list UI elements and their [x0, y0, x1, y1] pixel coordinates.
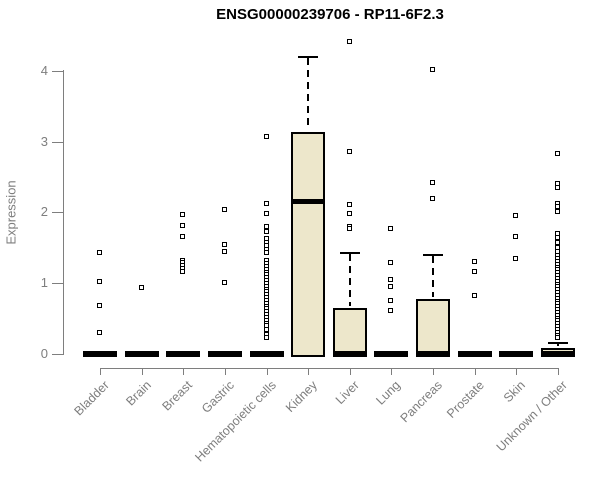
outlier-point — [346, 226, 352, 232]
outlier-point — [138, 285, 144, 291]
outlier-point — [263, 250, 269, 256]
whisker-cap — [298, 55, 319, 58]
outlier-point — [180, 234, 186, 240]
outlier-point — [388, 226, 394, 232]
outlier-point — [388, 284, 394, 290]
outlier-point — [263, 326, 269, 332]
outlier-point — [263, 200, 269, 206]
outlier-point — [221, 280, 227, 286]
outlier-point — [263, 134, 269, 140]
y-axis-tick — [52, 212, 63, 214]
outlier-point — [221, 241, 227, 247]
y-axis-label: Expression — [3, 180, 19, 245]
box-rect — [291, 131, 326, 357]
outlier-point — [180, 222, 186, 228]
x-axis-tick — [224, 368, 226, 375]
outlier-point — [221, 249, 227, 255]
outlier-point — [263, 335, 269, 341]
whisker-line — [348, 254, 351, 306]
outlier-point — [513, 256, 519, 262]
y-tick-label: 3 — [40, 133, 48, 149]
box-zero-bar — [166, 351, 201, 357]
x-axis-tick — [141, 368, 143, 375]
outlier-point — [346, 210, 352, 216]
outlier-point — [554, 335, 560, 341]
x-axis-tick — [100, 368, 101, 375]
median-line — [291, 199, 326, 205]
outlier-point — [471, 268, 477, 274]
outlier-point — [513, 212, 519, 218]
box-zero-bar — [457, 351, 492, 357]
outlier-point — [221, 207, 227, 213]
outlier-point — [471, 258, 477, 264]
whisker-line — [432, 256, 435, 298]
box-rect — [332, 307, 367, 357]
whisker-cap — [339, 252, 360, 255]
outlier-point — [263, 210, 269, 216]
y-axis-tick — [52, 141, 63, 143]
outlier-point — [97, 278, 102, 284]
y-tick-label: 2 — [40, 204, 48, 220]
box-zero-bar — [374, 351, 409, 357]
x-axis-tick — [557, 368, 559, 375]
y-axis-tick — [52, 354, 63, 355]
whisker-line — [307, 57, 310, 130]
outlier-point — [263, 228, 269, 234]
outlier-point — [554, 234, 560, 240]
y-tick-label: 4 — [40, 62, 48, 78]
x-axis-tick — [391, 368, 393, 375]
x-axis-tick — [433, 368, 435, 375]
outlier-point — [180, 268, 186, 274]
box-zero-bar — [124, 351, 159, 357]
outlier-point — [263, 223, 269, 229]
outlier-point — [430, 195, 436, 201]
x-axis-tick — [349, 368, 351, 375]
outlier-point — [180, 212, 186, 218]
box-rect — [416, 299, 451, 357]
outlier-point — [346, 38, 352, 44]
outlier-point — [430, 180, 436, 186]
outlier-point — [97, 330, 102, 336]
y-tick-label: 0 — [40, 346, 48, 361]
outlier-point — [388, 297, 394, 303]
box-zero-bar — [499, 351, 534, 357]
box-zero-bar — [249, 351, 284, 357]
outlier-point — [513, 234, 519, 240]
whisker-cap — [423, 254, 444, 257]
outlier-point — [430, 67, 436, 73]
outlier-point — [471, 292, 477, 298]
outlier-point — [97, 250, 102, 256]
whisker-line — [556, 343, 559, 347]
x-axis-line — [99, 368, 559, 369]
x-axis-tick — [516, 368, 518, 375]
outlier-point — [388, 260, 394, 266]
outlier-point — [97, 302, 102, 308]
x-axis-tick — [308, 368, 310, 375]
box-zero-bar — [207, 351, 242, 357]
x-axis-tick — [266, 368, 268, 375]
y-axis-tick — [52, 70, 63, 72]
outlier-point — [346, 148, 352, 154]
median-line — [540, 351, 575, 357]
outlier-point — [346, 202, 352, 208]
x-axis-tick — [474, 368, 476, 375]
box-zero-bar — [83, 351, 117, 357]
outlier-point — [388, 307, 394, 313]
median-line — [332, 351, 367, 357]
y-axis-line — [63, 70, 64, 355]
outlier-point — [554, 239, 560, 245]
y-tick-label: 1 — [40, 275, 48, 291]
y-axis-tick — [52, 283, 63, 285]
outlier-point — [554, 208, 560, 214]
chart-title: ENSG00000239706 - RP11-6F2.3 — [216, 6, 444, 23]
median-line — [416, 351, 451, 357]
x-axis-tick — [183, 368, 185, 375]
outlier-point — [554, 185, 560, 191]
whisker-cap — [547, 341, 568, 344]
outlier-point — [388, 276, 394, 282]
outlier-point — [554, 151, 560, 157]
